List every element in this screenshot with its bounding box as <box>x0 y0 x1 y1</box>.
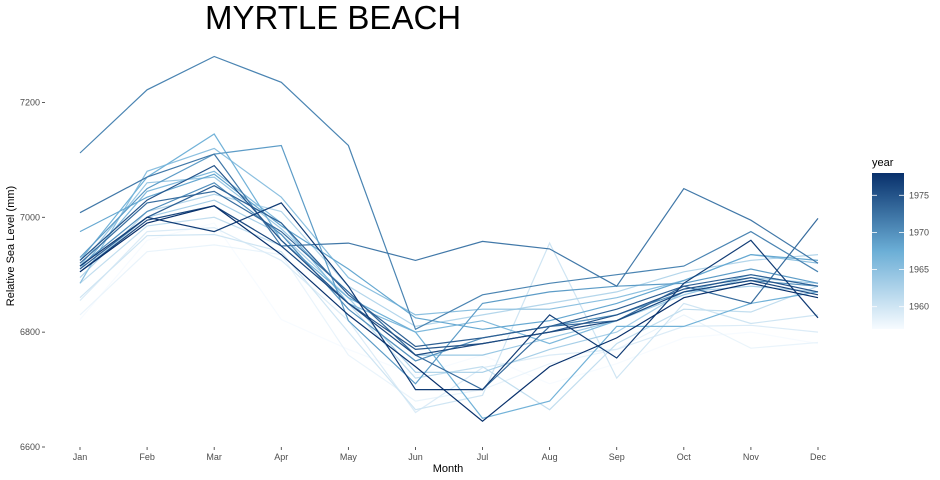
series-line-1971 <box>79 55 819 331</box>
y-tick-label: 6600 <box>20 442 40 452</box>
y-tick-label: 7200 <box>20 97 40 107</box>
legend-title: year <box>872 157 894 169</box>
series-line-1962 <box>79 193 819 328</box>
series-line-1961 <box>79 216 819 411</box>
series-line-1973 <box>79 190 819 391</box>
x-tick-label-mar: Mar <box>206 452 222 462</box>
legend-tick-label: 1965 <box>909 265 929 275</box>
x-tick-label-jan: Jan <box>73 452 88 462</box>
series-line-1968 <box>79 173 819 330</box>
color-legend: year 1960 1965 1970 1975 <box>872 157 929 329</box>
y-axis: 6600 6800 7000 7200 <box>20 97 45 452</box>
legend-tick-label: 1975 <box>909 190 929 200</box>
x-tick-label-feb: Feb <box>139 452 155 462</box>
series-line-1958 <box>79 244 819 402</box>
series-line-1969 <box>79 144 819 385</box>
y-tick-label: 7000 <box>20 212 40 222</box>
x-axis-title: Month <box>433 463 464 475</box>
series-line-1960 <box>79 233 819 411</box>
legend-tick-label: 1970 <box>909 227 929 237</box>
series-line-1967 <box>79 133 819 419</box>
x-tick-label-nov: Nov <box>743 452 760 462</box>
series-line-1977 <box>79 202 819 391</box>
x-tick-label-jun: Jun <box>408 452 423 462</box>
x-axis: Jan Feb Mar Apr May Jun Jul Aug Sep Oct Nov Dec <box>73 447 827 462</box>
series-line-1978 <box>79 205 819 422</box>
legend-tick-label: 1960 <box>909 302 929 312</box>
x-tick-label-oct: Oct <box>677 452 692 462</box>
x-tick-label-apr: Apr <box>274 452 288 462</box>
y-tick-label: 6800 <box>20 327 40 337</box>
series-line-1957 <box>79 222 819 385</box>
x-tick-label-aug: Aug <box>542 452 558 462</box>
series-line-1976 <box>79 205 819 356</box>
y-axis-title: Relative Sea Level (mm) <box>5 186 17 306</box>
x-tick-label-sep: Sep <box>609 452 625 462</box>
chart-title: MYRTLE BEACH <box>205 0 461 36</box>
x-tick-label-jul: Jul <box>477 452 489 462</box>
legend-colorbar <box>872 173 904 329</box>
series-line-1974 <box>79 185 819 348</box>
series-lines <box>79 55 819 422</box>
series-line-1975 <box>79 164 819 351</box>
x-tick-label-may: May <box>340 452 358 462</box>
x-tick-label-dec: Dec <box>810 452 827 462</box>
series-line-1972 <box>79 153 819 287</box>
series-line-1964 <box>79 176 819 356</box>
